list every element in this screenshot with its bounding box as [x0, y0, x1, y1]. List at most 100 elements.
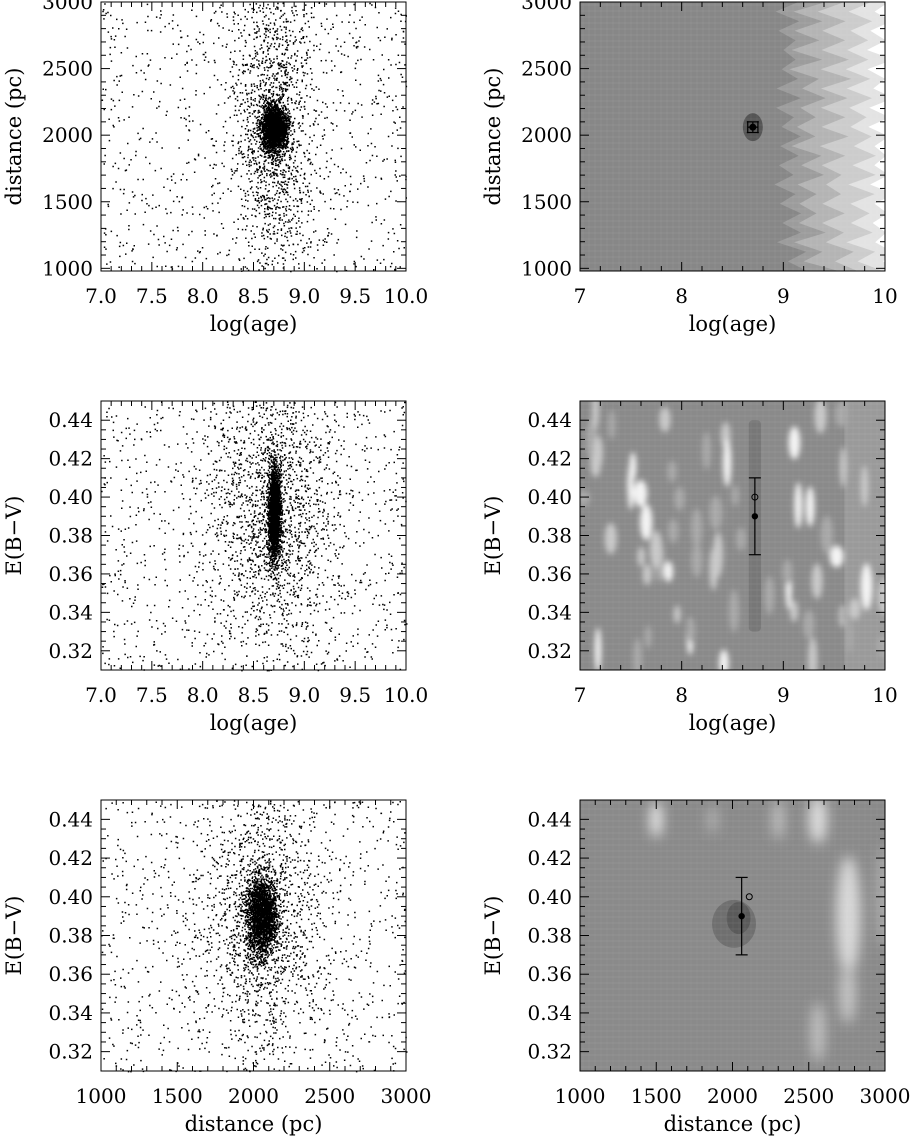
- contour-blob: [728, 589, 740, 633]
- y-tick-label: 1500: [521, 190, 572, 214]
- contour-blob: [846, 620, 854, 654]
- x-axis-title: log(age): [689, 711, 777, 735]
- contour-blob: [820, 515, 834, 554]
- plot-frame: [100, 1, 407, 272]
- x-tick-label: 7.0: [85, 683, 117, 707]
- contour-blob: [594, 627, 602, 670]
- chart-contour-distance-reddening: 1000 1500 2000 2500 3000 0.32 0.34 0.36 0.38 0.40…: [481, 799, 910, 1136]
- chart-scatter-distance-reddening: 1000 1500 2000 2500 3000 0.32 0.34 0.36 0.38 0.40…: [2, 799, 431, 1136]
- y-axis-title: E(B−V): [481, 896, 505, 976]
- contour-blob: [580, 490, 590, 507]
- y-tick-label: 0.32: [527, 1040, 572, 1064]
- contour-blob: [839, 446, 847, 488]
- y-tick-label: 0.36: [527, 562, 572, 586]
- y-axis-title: distance (pc): [2, 68, 26, 206]
- contour-blob: [608, 410, 616, 440]
- x-tick-label: 7: [574, 683, 587, 707]
- x-tick-label: 10.0: [384, 284, 429, 308]
- reference-marker: [749, 123, 757, 131]
- x-tick-label: 1000: [555, 1084, 606, 1108]
- contour-blob: [878, 578, 885, 615]
- x-tick-label: 1500: [631, 1084, 682, 1108]
- y-tick-label: 0.44: [527, 408, 572, 432]
- x-tick-label: 7.5: [136, 683, 168, 707]
- contour-blob: [709, 495, 723, 531]
- contour-blob: [719, 649, 729, 670]
- contour-blobs: [580, 401, 885, 670]
- y-tick-label: 0.44: [48, 807, 93, 831]
- y-tick-label: 1000: [42, 256, 93, 280]
- y-tick-label: 0.38: [48, 524, 93, 548]
- contour-streak: [650, 801, 663, 838]
- y-axis-title: E(B−V): [2, 496, 26, 576]
- contour-blob: [634, 480, 648, 507]
- x-tick-label: 9.0: [288, 284, 320, 308]
- contour-blob: [592, 401, 600, 430]
- contour-blob: [604, 522, 617, 555]
- best-fit-marker: [738, 912, 745, 920]
- x-tick-label: 2000: [228, 1084, 279, 1108]
- contour-level: [580, 2, 807, 271]
- contour-streak: [707, 805, 718, 834]
- contour-streak: [772, 800, 785, 840]
- contour-blob: [590, 453, 601, 477]
- y-tick-label: 0.40: [48, 485, 93, 509]
- contour-blob: [811, 563, 823, 599]
- y-tick-label: 2000: [521, 123, 572, 147]
- y-tick-label: 0.38: [48, 924, 93, 948]
- contour-streak: [839, 963, 856, 1024]
- y-tick-label: 0.40: [527, 485, 572, 509]
- contour-blob: [659, 406, 671, 433]
- x-axis-title: log(age): [210, 312, 298, 336]
- x-tick-label: 9: [777, 284, 790, 308]
- contour-streak: [810, 1002, 825, 1063]
- contour-blob: [673, 605, 681, 624]
- y-axis-title: distance (pc): [481, 68, 505, 206]
- x-tick-label: 10.0: [384, 683, 429, 707]
- contour-blob: [841, 606, 850, 625]
- scatter-points: [101, 401, 408, 672]
- best-fit-marker: [751, 513, 759, 520]
- y-tick-label: 1500: [42, 190, 93, 214]
- chart-scatter-age-distance: 7.0 7.5 8.0 8.5 9.0 9.5 10.0 1000 1500 2000 2500 30…: [2, 0, 428, 336]
- contour-blob: [808, 636, 818, 670]
- contour-field: [580, 800, 885, 1071]
- x-tick-label: 8.5: [238, 284, 270, 308]
- y-tick-label: 2500: [521, 57, 572, 81]
- contour-blob: [860, 465, 869, 508]
- y-tick-label: 1000: [521, 256, 572, 280]
- scatter-point: [101, 401, 408, 672]
- y-tick-label: 3000: [521, 0, 572, 14]
- contour-blob: [691, 508, 703, 549]
- contour-blob: [849, 598, 861, 620]
- contour-blob: [829, 545, 844, 568]
- scatter-points: [101, 800, 408, 1073]
- contour-blob: [627, 470, 635, 510]
- y-tick-label: 0.32: [48, 1040, 93, 1064]
- y-tick-label: 0.40: [48, 885, 93, 909]
- y-tick-label: 0.34: [48, 1001, 93, 1025]
- contour-blob: [803, 609, 815, 640]
- x-tick-label: 9.5: [339, 683, 371, 707]
- x-tick-label: 1500: [152, 1084, 203, 1108]
- y-axis-title: E(B−V): [2, 896, 26, 976]
- contour-blob: [637, 546, 646, 567]
- x-tick-label: 1000: [76, 1084, 127, 1108]
- y-tick-label: 0.36: [527, 962, 572, 986]
- contour-blob: [794, 482, 803, 529]
- contour-blob: [667, 460, 677, 483]
- contour-streak: [808, 800, 827, 844]
- y-tick-label: 0.42: [48, 846, 93, 870]
- y-tick-label: 0.32: [48, 639, 93, 663]
- y-tick-label: 0.38: [527, 924, 572, 948]
- contour-blob: [642, 563, 652, 585]
- contour-blob: [805, 486, 815, 527]
- x-axis-title: distance (pc): [664, 1112, 802, 1136]
- chart-scatter-age-reddening: 7.0 7.5 8.0 8.5 9.0 9.5 10.0 0.32 0.34 0.36 0.38 0.…: [2, 400, 429, 735]
- contour-blob: [860, 563, 873, 611]
- contour-blob: [644, 625, 652, 648]
- x-tick-label: 2500: [783, 1084, 834, 1108]
- contour-blob: [709, 547, 718, 591]
- y-tick-label: 0.34: [527, 1001, 572, 1025]
- x-tick-label: 8: [675, 683, 688, 707]
